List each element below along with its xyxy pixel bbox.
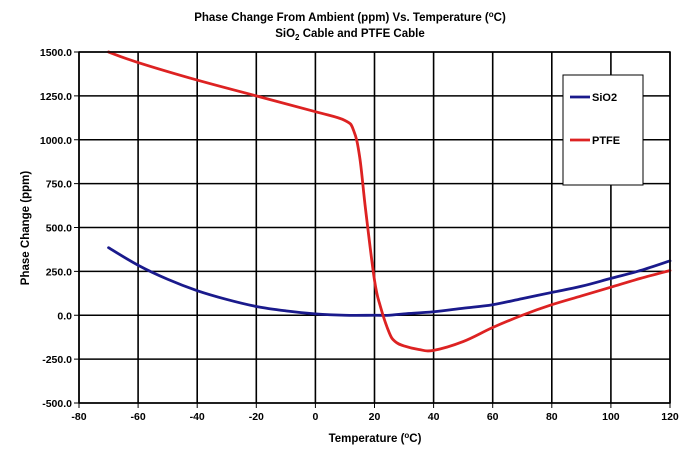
x-tick-label: 40 [428, 411, 440, 423]
y-tick-label: 250.0 [46, 266, 72, 278]
y-tick-label: 500.0 [46, 223, 72, 235]
y-tick-label: -500.0 [42, 398, 72, 410]
legend-label-sio2: SiO2 [592, 92, 617, 104]
legend-label-ptfe: PTFE [592, 135, 620, 147]
x-tick-label: -20 [249, 411, 264, 423]
series-line-sio2 [107, 246, 672, 317]
chart-title-end: C) [494, 12, 506, 24]
chart-title-main: Phase Change From Ambient (ppm) Vs. Temp… [194, 12, 489, 24]
chart-title: Phase Change From Ambient (ppm) Vs. Temp… [194, 10, 506, 24]
legend-box [562, 74, 644, 186]
y-tick-label: 750.0 [46, 179, 72, 191]
x-tick-label: -60 [131, 411, 146, 423]
y-tick-label: 1000.0 [40, 135, 72, 147]
x-axis-label: Temperature (oC) [329, 431, 422, 445]
series-line-ptfe [107, 50, 672, 353]
chart-subtitle-a: SiO [275, 28, 295, 40]
x-axis-label-sup: o [404, 431, 409, 440]
ticks: -80 -60 -40 -20 0 20 40 60 80 100 120 1500.0 1250.0 1… [40, 47, 679, 423]
legend: SiO2 PTFE [562, 74, 644, 186]
x-tick-label: 0 [312, 411, 318, 423]
x-tick-label: 100 [602, 411, 620, 423]
x-tick-label: -40 [190, 411, 205, 423]
chart-subtitle-subscript: 2 [295, 33, 300, 42]
x-tick-label: 120 [661, 411, 679, 423]
x-tick-label: 80 [546, 411, 558, 423]
chart-subtitle: SiO2 Cable and PTFE Cable [275, 28, 425, 42]
y-axis-label: Phase Change (ppm) [20, 171, 32, 286]
x-axis-label-end: C) [409, 433, 421, 445]
y-tick-label: -250.0 [42, 354, 72, 366]
x-axis-label-main: Temperature ( [329, 433, 405, 445]
x-tick-label: 60 [487, 411, 499, 423]
x-tick-label: 20 [369, 411, 381, 423]
x-tick-label: -80 [71, 411, 86, 423]
chart-subtitle-b: Cable and PTFE Cable [300, 28, 425, 40]
series-layer [107, 50, 672, 353]
y-tick-label: 1250.0 [40, 91, 72, 103]
y-tick-label: 0.0 [57, 310, 72, 322]
y-tick-label: 1500.0 [40, 47, 72, 59]
chart-title-degree-sup: o [489, 10, 494, 19]
